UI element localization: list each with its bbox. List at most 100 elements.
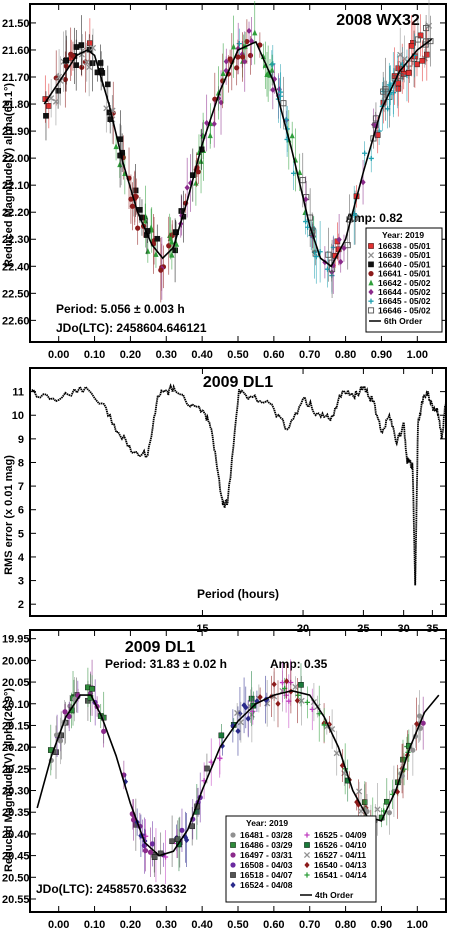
y-tick-label: 21.50 — [2, 18, 30, 30]
data-point — [211, 120, 217, 128]
data-point — [248, 695, 255, 702]
data-point — [271, 76, 278, 83]
data-point — [89, 44, 97, 51]
panel1-legend-title: Year: 2019 — [382, 230, 424, 240]
data-point — [223, 58, 229, 65]
data-point — [169, 251, 175, 258]
data-point — [297, 169, 303, 175]
data-point — [230, 43, 237, 50]
legend-marker — [368, 261, 374, 268]
legend-label: 16646 - 05/02 — [378, 305, 431, 315]
panel3-ylabel: Reduced Magnitude(V) alpha(26.9°) — [3, 688, 15, 872]
data-point — [362, 799, 368, 805]
panel2-ylabel: RMS error (x 0.01 mag) — [3, 455, 15, 575]
data-point — [324, 266, 331, 272]
data-point — [410, 747, 416, 753]
legend-marker — [367, 252, 375, 259]
y-tick-label: 6 — [18, 505, 24, 517]
y-tick-label: 21.80 — [2, 99, 30, 111]
legend-label: 16508 - 04/03 — [240, 860, 293, 870]
data-point — [252, 29, 258, 36]
x-tick-label: 1.00 — [407, 919, 428, 931]
legend-fit-label: 6th Order — [384, 316, 423, 326]
data-point — [208, 759, 214, 765]
legend-marker — [230, 881, 236, 889]
y-tick-label: 22.60 — [2, 315, 30, 327]
y-tick-label: 22.20 — [2, 207, 30, 219]
legend-marker — [230, 832, 236, 838]
y-tick-label: 5 — [18, 528, 24, 540]
x-tick-label: 0.40 — [191, 349, 212, 361]
legend-label: 16638 - 05/01 — [378, 241, 431, 251]
data-point — [304, 699, 310, 705]
y-tick-label: 22.40 — [2, 261, 30, 273]
data-point — [257, 694, 263, 701]
data-point — [157, 850, 164, 857]
data-point — [250, 708, 256, 714]
data-point — [215, 89, 222, 96]
legend-label: 16541 - 04/14 — [314, 870, 367, 880]
data-point — [270, 61, 276, 67]
data-point — [269, 66, 275, 73]
data-point — [63, 58, 69, 64]
legend-marker — [304, 832, 310, 838]
data-point — [394, 788, 401, 795]
x-tick-label: 0.40 — [191, 919, 212, 931]
data-point — [344, 242, 351, 249]
legend-marker — [368, 271, 374, 277]
data-point — [271, 681, 277, 688]
data-point — [289, 132, 295, 139]
y-tick-label: 7 — [18, 481, 24, 493]
x-tick-label: 0.30 — [156, 349, 177, 361]
data-point — [169, 238, 175, 245]
x-tick-label: 0.50 — [227, 919, 248, 931]
data-point — [243, 704, 249, 711]
data-point — [57, 738, 64, 744]
data-point — [298, 697, 305, 704]
data-point — [422, 41, 429, 48]
data-point — [242, 58, 248, 65]
panel1-legend-box — [365, 227, 443, 333]
data-point — [89, 60, 96, 66]
data-point — [244, 38, 250, 45]
x-tick-label: 0.90 — [371, 919, 392, 931]
legend-label: 16640 - 05/01 — [378, 259, 431, 269]
data-point — [147, 849, 154, 855]
data-point — [414, 36, 421, 43]
y-tick-label: 20.15 — [2, 720, 30, 732]
y-tick-label: 22.10 — [2, 180, 30, 192]
data-point — [405, 70, 412, 76]
data-point — [173, 240, 180, 247]
data-point — [382, 86, 389, 93]
legend-label: 16525 - 04/09 — [314, 830, 367, 840]
data-point — [374, 132, 381, 138]
data-point — [374, 806, 381, 813]
x-tick-label: 0.70 — [299, 919, 320, 931]
legend-marker — [367, 307, 375, 314]
legend-marker — [368, 288, 374, 296]
y-tick-label: 20.50 — [2, 872, 30, 884]
data-point — [46, 103, 52, 109]
data-point — [227, 56, 233, 62]
data-point — [270, 86, 276, 94]
legend-marker — [230, 852, 236, 858]
y-tick-label: 9 — [18, 434, 24, 446]
y-tick-label: 20.00 — [2, 655, 30, 667]
x-tick-label: 0.60 — [263, 349, 284, 361]
data-point — [298, 682, 304, 688]
data-point — [303, 218, 309, 225]
fit-curve — [43, 38, 433, 268]
x-tick-label: 0.70 — [299, 349, 320, 361]
data-point — [246, 27, 252, 34]
x-tick-label: 1.00 — [407, 349, 428, 361]
x-tick-label: 0.50 — [227, 349, 248, 361]
data-point — [55, 87, 61, 94]
legend-label: 16527 - 04/11 — [314, 850, 366, 860]
y-tick-label: 20.25 — [2, 764, 30, 776]
panel3-amp: Amp: 0.35 — [270, 657, 328, 671]
data-point — [97, 60, 104, 66]
legend-label: 16486 - 03/29 — [240, 840, 293, 850]
data-point — [356, 788, 363, 795]
